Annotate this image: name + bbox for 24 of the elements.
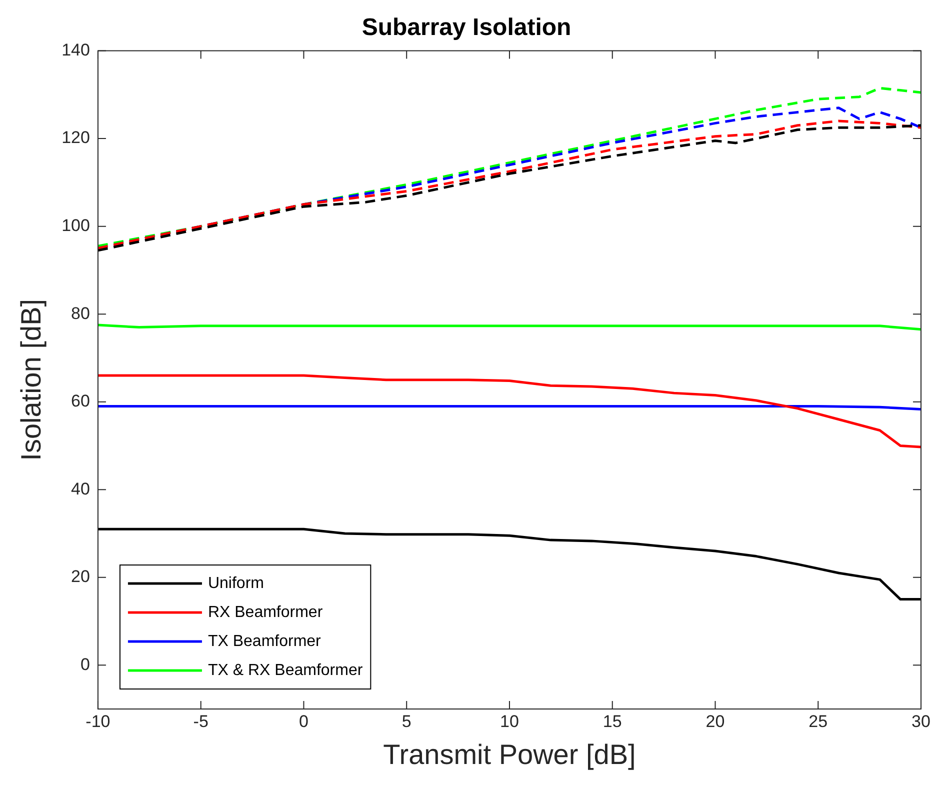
- y-tick-label: 120: [62, 128, 90, 148]
- y-tick-label: 40: [71, 479, 90, 498]
- x-tick-label: 20: [706, 712, 725, 731]
- x-tick-label: -10: [86, 712, 110, 731]
- y-tick-label: 80: [71, 304, 90, 323]
- x-tick-label: 5: [402, 712, 412, 731]
- y-tick-label: 140: [62, 40, 90, 60]
- x-tick-label: -5: [193, 712, 208, 731]
- y-tick-label: 20: [71, 567, 90, 586]
- legend-label: TX Beamformer: [208, 632, 322, 650]
- chart-title: Subarray Isolation: [362, 14, 572, 42]
- legend-label: TX & RX Beamformer: [208, 662, 364, 679]
- x-tick-label: 15: [602, 712, 622, 731]
- x-axis-title: Transmit Power [dB]: [383, 738, 636, 770]
- x-tick-label: 0: [298, 712, 308, 731]
- x-tick-label: 25: [808, 712, 828, 731]
- y-axis-title: Isolation [dB]: [16, 298, 47, 461]
- legend-label: Uniform: [208, 574, 264, 592]
- legend-label: RX Beamformer: [208, 604, 324, 621]
- y-tick-label: 0: [80, 654, 90, 674]
- y-tick-label: 100: [62, 216, 90, 236]
- x-tick-label: 10: [500, 712, 519, 731]
- x-tick-label: 30: [912, 712, 930, 731]
- y-tick-label: 60: [71, 392, 90, 411]
